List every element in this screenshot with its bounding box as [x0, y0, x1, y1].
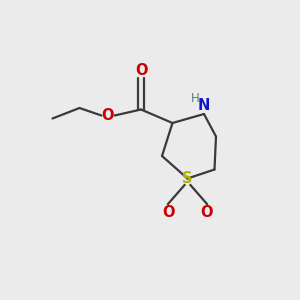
Text: H: H: [191, 92, 200, 106]
Text: S: S: [182, 171, 193, 186]
Text: N: N: [198, 98, 210, 112]
Text: O: O: [201, 205, 213, 220]
Text: O: O: [102, 108, 114, 123]
Text: O: O: [162, 205, 174, 220]
Text: O: O: [135, 63, 147, 78]
